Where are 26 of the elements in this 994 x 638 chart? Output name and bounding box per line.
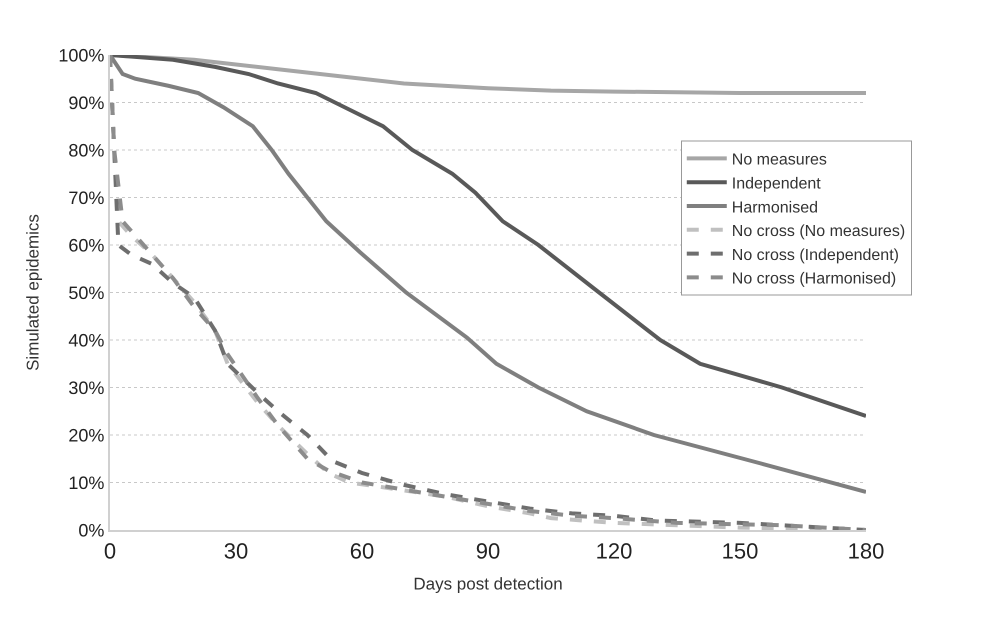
y-tick-label: 50% xyxy=(68,282,104,303)
legend-label: Independent xyxy=(732,175,822,192)
y-tick-label: 20% xyxy=(68,425,104,446)
legend-label: Harmonised xyxy=(732,199,818,216)
legend-label: No cross (Harmonised) xyxy=(732,270,896,288)
x-tick-label: 0 xyxy=(104,538,116,564)
y-axis-title: Simulated epidemics xyxy=(23,214,42,371)
y-tick-label: 10% xyxy=(68,472,104,493)
y-tick-label: 0% xyxy=(78,520,104,540)
legend-label: No cross (Independent) xyxy=(732,246,899,264)
x-tick-label: 150 xyxy=(722,538,758,564)
x-axis-title: Days post detection xyxy=(413,574,563,594)
legend-label: No cross (No measures) xyxy=(732,223,906,240)
y-tick-label: 70% xyxy=(68,188,104,208)
x-tick-label: 180 xyxy=(848,538,884,564)
y-tick-label: 40% xyxy=(68,330,104,350)
x-tick-label: 120 xyxy=(596,538,632,564)
y-tick-label: 30% xyxy=(68,378,104,398)
x-tick-label: 30 xyxy=(224,538,248,564)
legend-label: No measures xyxy=(732,152,827,169)
y-tick-label: 100% xyxy=(58,45,104,66)
y-tick-label: 90% xyxy=(68,92,104,113)
x-tick-label: 90 xyxy=(476,538,500,564)
x-tick-label: 60 xyxy=(350,538,374,564)
y-tick-label: 80% xyxy=(68,140,104,160)
y-tick-label: 60% xyxy=(68,235,104,256)
